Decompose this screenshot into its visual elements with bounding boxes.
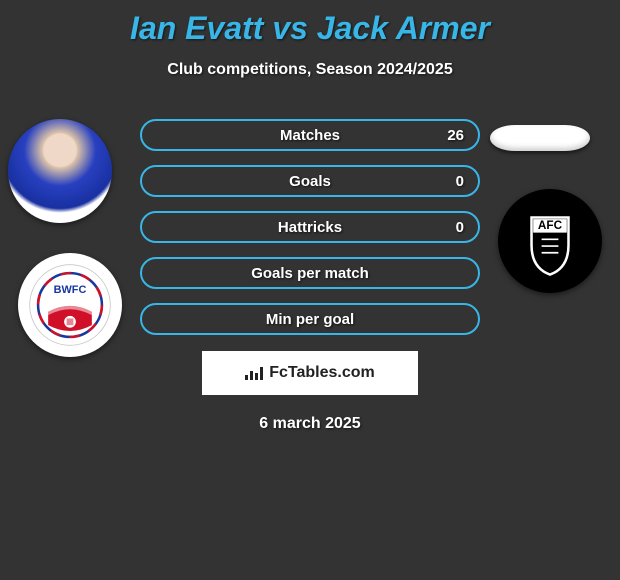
bwfc-badge-icon: BWFC [28,263,112,347]
svg-text:AFC: AFC [538,219,563,232]
stats-list: Matches 26 Goals 0 Hattricks 0 Goals per… [140,119,480,349]
player-avatar-left [8,119,112,223]
stat-value-right: 26 [447,127,464,144]
page-title: Ian Evatt vs Jack Armer [0,0,620,47]
chart-icon [245,366,263,380]
afc-shield-icon: AFC [508,199,592,283]
comparison-panel: BWFC AFC Matches 26 Goals 0 Hattricks 0 … [0,119,620,459]
stat-row-hattricks: Hattricks 0 [140,211,480,243]
branding-text: FcTables.com [269,364,375,382]
stat-row-goals: Goals 0 [140,165,480,197]
stat-label: Goals [289,173,331,190]
date-label: 6 march 2025 [0,415,620,433]
stat-label: Goals per match [251,265,369,282]
flag-right [490,125,590,151]
club-badge-right: AFC [498,189,602,293]
stat-label: Min per goal [266,311,354,328]
svg-text:BWFC: BWFC [54,284,87,296]
stat-row-min-per-goal: Min per goal [140,303,480,335]
branding-badge[interactable]: FcTables.com [202,351,418,395]
stat-value-right: 0 [456,173,464,190]
stat-value-right: 0 [456,219,464,236]
stat-label: Hattricks [278,219,342,236]
page-subtitle: Club competitions, Season 2024/2025 [0,61,620,79]
club-badge-left: BWFC [18,253,122,357]
stat-row-goals-per-match: Goals per match [140,257,480,289]
stat-label: Matches [280,127,340,144]
stat-row-matches: Matches 26 [140,119,480,151]
